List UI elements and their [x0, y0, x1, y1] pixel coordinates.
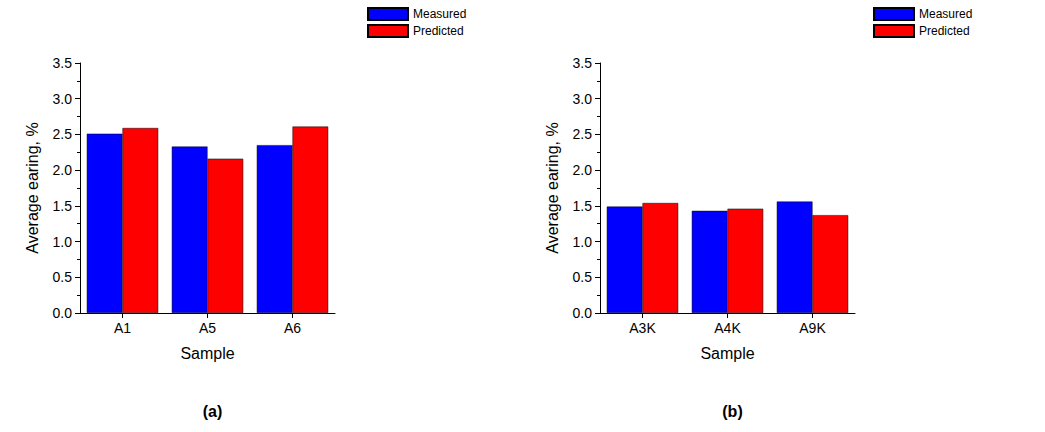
svg-text:(a): (a) — [203, 403, 223, 420]
svg-text:Average earing, %: Average earing, % — [24, 122, 41, 253]
svg-text:1.0: 1.0 — [53, 234, 73, 250]
svg-text:Average earing, %: Average earing, % — [544, 122, 561, 253]
svg-text:Predicted: Predicted — [413, 24, 464, 38]
svg-text:0.0: 0.0 — [53, 305, 73, 321]
svg-text:3.5: 3.5 — [53, 55, 73, 71]
svg-text:0.5: 0.5 — [53, 269, 73, 285]
svg-text:0.0: 0.0 — [573, 305, 593, 321]
svg-text:Sample: Sample — [180, 345, 234, 362]
svg-text:3.0: 3.0 — [573, 91, 593, 107]
svg-text:2.5: 2.5 — [53, 126, 73, 142]
svg-text:A4K: A4K — [714, 320, 741, 336]
svg-text:Measured: Measured — [413, 7, 466, 21]
svg-text:A9K: A9K — [799, 320, 826, 336]
svg-text:1.0: 1.0 — [573, 234, 593, 250]
svg-text:1.5: 1.5 — [573, 198, 593, 214]
svg-text:0.5: 0.5 — [573, 269, 593, 285]
svg-text:A1: A1 — [114, 320, 131, 336]
svg-text:A6: A6 — [284, 320, 301, 336]
svg-text:Predicted: Predicted — [919, 24, 970, 38]
svg-text:Sample: Sample — [700, 345, 754, 362]
svg-text:1.5: 1.5 — [53, 198, 73, 214]
svg-text:2.5: 2.5 — [573, 126, 593, 142]
svg-text:3.0: 3.0 — [53, 91, 73, 107]
svg-text:(b): (b) — [722, 403, 742, 420]
svg-text:2.0: 2.0 — [573, 162, 593, 178]
svg-text:A5: A5 — [199, 320, 216, 336]
svg-text:Measured: Measured — [919, 7, 972, 21]
svg-text:A3K: A3K — [629, 320, 656, 336]
svg-text:2.0: 2.0 — [53, 162, 73, 178]
svg-text:3.5: 3.5 — [573, 55, 593, 71]
